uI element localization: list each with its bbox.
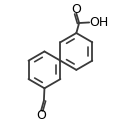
Text: O: O bbox=[71, 3, 81, 16]
Text: O: O bbox=[36, 109, 46, 122]
Text: OH: OH bbox=[90, 16, 109, 29]
